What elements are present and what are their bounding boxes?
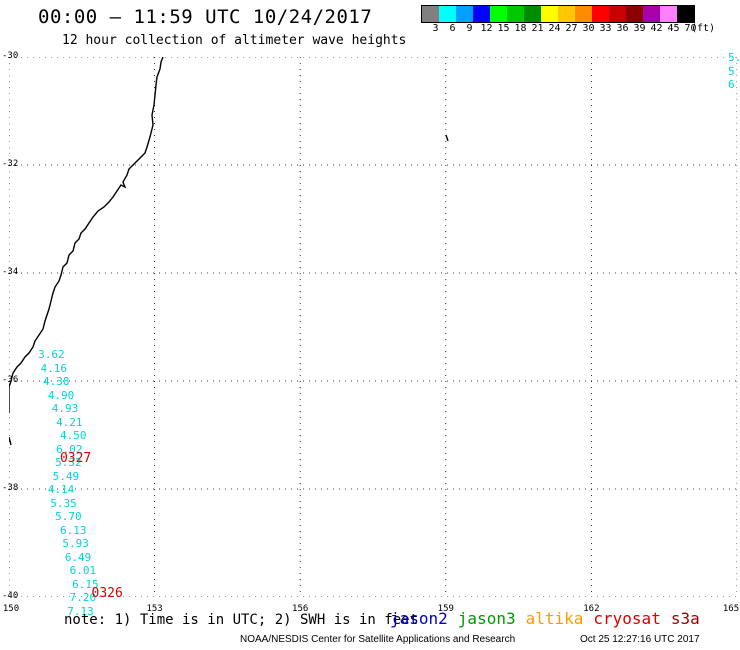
lon-label-165: 165 [722, 604, 740, 614]
wave-height-value: 4.16 [40, 361, 68, 375]
wave-height-value: 5.93 [62, 537, 89, 550]
altimeter-map [9, 57, 737, 597]
map-title: 00:00 – 11:59 UTC 10/24/2017 [38, 6, 373, 28]
legend-label-42: 42 [650, 23, 663, 34]
lat-label--32: -32 [2, 159, 19, 169]
legend-swatch-39 [626, 6, 643, 22]
wave-height-value: 5.70 [55, 510, 82, 523]
wave-height-value: 7.20 [69, 591, 97, 604]
legend-label-9: 9 [466, 23, 473, 34]
legend-label-12: 12 [480, 23, 493, 34]
legend-label-18: 18 [514, 23, 527, 34]
lon-label-156: 156 [292, 604, 309, 614]
legend-swatch-42 [643, 6, 660, 22]
lat-lon-grid [9, 57, 737, 597]
pass-time-label: 0327 [59, 451, 92, 467]
wave-height-value: 4.21 [56, 415, 83, 429]
legend-label-15: 15 [497, 23, 510, 34]
legend-label-39: 39 [633, 23, 646, 34]
legend-swatch-18 [507, 6, 524, 22]
wave-height-value: 4.90 [47, 388, 75, 402]
wave-height-value: 4.93 [51, 402, 79, 415]
legend-swatch-45 [660, 6, 677, 22]
wave-height-value: 4.14 [47, 483, 75, 496]
legend-label-27: 27 [565, 23, 578, 34]
wave-height-value: 6.13 [59, 523, 87, 537]
legend-swatch-36 [609, 6, 626, 22]
wave-height-value: 5 [728, 64, 735, 78]
wave-height-value: 5. [728, 51, 740, 64]
satellite-jason3: jason3 [457, 609, 516, 628]
lon-label-153: 153 [146, 604, 163, 614]
satellite-cryosat: cryosat [593, 609, 661, 628]
legend-swatch-9 [456, 6, 473, 22]
legend-labels: 3 6 9 12 15 18 21 24 27 30 33 36 39 42 45 70 (ft) [421, 23, 740, 35]
lat-label--34: -34 [2, 267, 19, 277]
map-subtitle: 12 hour collection of altimeter wave hei… [62, 33, 407, 48]
legend-swatch-21 [524, 6, 541, 22]
legend-label-21: 21 [531, 23, 544, 34]
legend-label-24: 24 [548, 23, 561, 34]
legend-label-45: 45 [667, 23, 680, 34]
lat-label--36: -36 [2, 375, 19, 385]
satellite-altika: altika [525, 609, 584, 628]
legend-swatch-27 [558, 6, 575, 22]
wave-height-value: 7.13 [67, 604, 94, 618]
lat-label--40: -40 [2, 591, 19, 601]
satellite-s3a: s3a [670, 609, 700, 628]
legend-label-3: 3 [432, 23, 439, 34]
units-note: note: 1) Time is in UTC; 2) SWH is in fe… [64, 612, 419, 628]
legend-swatch-24 [541, 6, 558, 22]
wave-height-value: 3.62 [38, 348, 65, 361]
legend-swatch-3 [422, 6, 439, 22]
credit-text: NOAA/NESDIS Center for Satellite Applica… [240, 634, 516, 645]
legend-swatch-30 [575, 6, 592, 22]
legend-unit: (ft) [690, 23, 716, 34]
lon-label-150: 150 [2, 604, 20, 614]
legend-swatch-12 [473, 6, 490, 22]
wave-height-value: 5.32 [55, 456, 82, 469]
satellite-jason2: jason2 [390, 609, 448, 628]
wave-height-value: 6 [728, 78, 735, 91]
island-speck [9, 134, 449, 446]
pass-time-label: 0326 [91, 586, 123, 602]
legend-label-6: 6 [449, 23, 456, 34]
legend-swatch-33 [592, 6, 609, 22]
wave-height-value: 5.49 [52, 469, 80, 483]
wave-height-color-legend [421, 5, 695, 23]
legend-swatch-70 [677, 6, 694, 22]
wave-height-value: 6.49 [64, 550, 92, 564]
lat-label--38: -38 [2, 483, 19, 493]
legend-label-70: 70 [684, 23, 697, 34]
wave-height-value: 4.50 [59, 429, 87, 442]
wave-height-value: 6.15 [72, 577, 99, 591]
lat-label--30: -30 [2, 51, 19, 61]
wave-height-value: 5.35 [50, 496, 77, 510]
satellite-legend: jason2 jason3 altika cryosat s3a [390, 609, 710, 628]
legend-label-33: 33 [599, 23, 612, 34]
australia-coastline [9, 57, 164, 413]
wave-height-value: 6.01 [69, 564, 97, 577]
lon-label-159: 159 [437, 604, 454, 614]
legend-swatch-15 [490, 6, 507, 22]
wave-height-value: 6.02 [56, 442, 83, 456]
lon-label-162: 162 [583, 604, 600, 614]
legend-swatch-6 [439, 6, 456, 22]
generated-timestamp: Oct 25 12:27:16 UTC 2017 [580, 634, 700, 645]
wave-height-value: 4.38 [42, 375, 70, 388]
legend-label-36: 36 [616, 23, 629, 34]
legend-label-30: 30 [582, 23, 595, 34]
